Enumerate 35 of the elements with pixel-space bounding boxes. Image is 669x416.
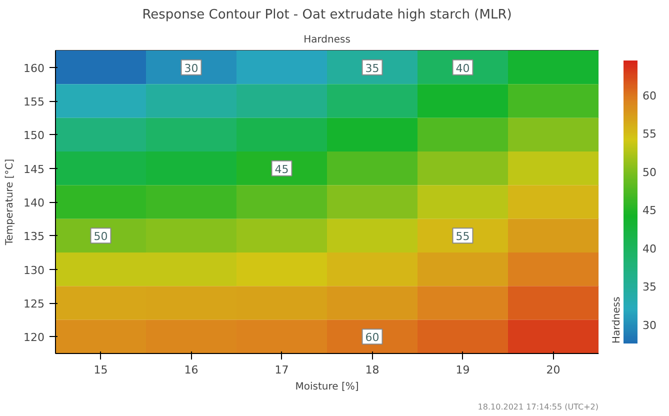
- y-tick-label: 130: [24, 264, 45, 277]
- y-tick-label: 120: [24, 331, 45, 344]
- text: 18.10.2021 17:14:55 (UTC+2): [478, 402, 599, 412]
- chart-title: Response Contour Plot - Oat extrudate high starch (MLR): [142, 8, 512, 22]
- annotation: 30: [184, 62, 198, 75]
- y-tick-label: 160: [24, 62, 45, 75]
- chart-subtitle: Hardness: [304, 34, 350, 46]
- color-bar-label: 55: [642, 128, 656, 141]
- annotation: 40: [456, 62, 470, 75]
- color-bar-label: 40: [642, 242, 656, 256]
- color-bar-label: 30: [642, 318, 656, 332]
- y-tick-label: 125: [24, 298, 45, 310]
- annotation: 35: [365, 62, 380, 75]
- annotation: 50: [94, 230, 108, 244]
- y-axis-title: Temperature [°C]: [4, 158, 16, 246]
- color-bar-label: 35: [642, 280, 656, 294]
- color-bar-label: 45: [642, 204, 656, 218]
- annotation: 45: [274, 162, 289, 176]
- x-tick-label: 20: [546, 364, 560, 376]
- y-tick-label: 155: [24, 96, 45, 108]
- y-tick-label: 145: [24, 162, 45, 176]
- x-tick-label: 15: [94, 364, 108, 376]
- annotation: 60: [365, 331, 380, 344]
- color-bar-label: 60: [642, 89, 656, 102]
- y-tick-label: 150: [24, 129, 45, 142]
- x-tick-label: 16: [184, 364, 198, 376]
- x-tick-label: 19: [456, 364, 470, 376]
- y-tick-label: 140: [24, 196, 45, 210]
- color-bar-label: 50: [642, 166, 656, 179]
- annotation: 55: [456, 230, 470, 244]
- x-axis-title: Moisture [%]: [295, 382, 359, 392]
- y-tick-label: 135: [24, 230, 45, 244]
- x-tick-label: 17: [274, 364, 289, 376]
- x-tick-label: 18: [365, 364, 380, 376]
- color-bar-title: Hardness: [612, 296, 622, 344]
